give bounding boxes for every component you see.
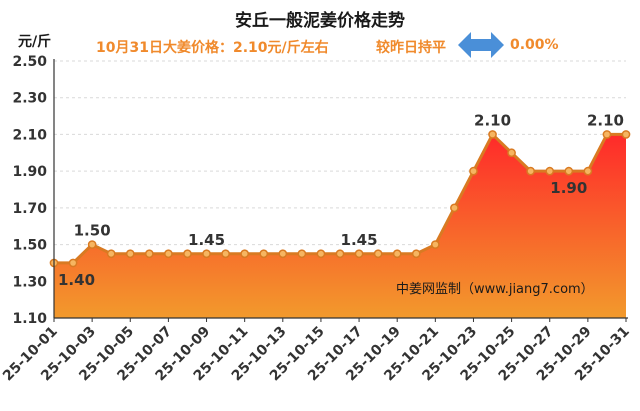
change-status: 较昨日持平 [376, 40, 446, 56]
data-point [259, 249, 269, 259]
data-point [373, 249, 383, 259]
data-point [507, 148, 516, 158]
data-point [450, 203, 459, 213]
data-point [240, 249, 250, 259]
y-axis-unit: 元/斤 [18, 34, 52, 50]
data-point [621, 130, 631, 139]
data-point [316, 249, 326, 259]
data-point [354, 249, 364, 259]
data-point [411, 249, 421, 259]
chart-title: 安丘一般泥姜价格走势 [235, 11, 405, 31]
change-percent: 0.00% [510, 37, 559, 53]
y-tick-label: 2.50 [12, 54, 47, 70]
y-tick-label: 1.30 [12, 274, 47, 290]
data-point [106, 249, 116, 259]
y-tick-label: 2.10 [12, 127, 47, 143]
y-tick-label: 1.70 [12, 201, 47, 217]
data-point [392, 249, 402, 259]
data-point [297, 249, 307, 259]
data-point [202, 249, 211, 259]
data-point [488, 130, 497, 139]
data-point [545, 166, 555, 176]
price-summary: 10月31日大姜价格：2.10元/斤左右 [96, 40, 329, 56]
y-tick-label: 2.30 [12, 91, 47, 107]
data-point [144, 249, 154, 259]
data-point [164, 249, 173, 259]
price-area [54, 134, 626, 318]
data-point [335, 249, 345, 259]
data-label: 1.45 [188, 231, 225, 249]
watermark-text: 中姜网监制（www.jiang7.com） [396, 282, 594, 297]
data-point [564, 166, 574, 176]
data-point [469, 166, 478, 176]
data-label: 1.40 [58, 271, 95, 289]
data-point [68, 258, 78, 268]
data-label: 1.45 [341, 231, 378, 249]
data-label: 2.10 [474, 111, 511, 129]
data-point [125, 249, 135, 259]
data-label: 2.10 [587, 111, 624, 129]
data-point [278, 249, 288, 259]
data-point [430, 240, 440, 249]
data-point [183, 249, 192, 259]
data-point [526, 166, 536, 176]
data-label: 1.90 [550, 179, 587, 197]
data-point [583, 166, 593, 176]
data-point [87, 240, 97, 249]
data-point [602, 130, 612, 139]
data-label: 1.50 [74, 222, 111, 240]
y-tick-label: 1.90 [12, 164, 47, 180]
y-tick-label: 1.50 [12, 238, 47, 254]
double-arrow-icon [458, 32, 504, 58]
y-tick-label: 1.10 [12, 311, 47, 327]
data-point [221, 249, 230, 259]
